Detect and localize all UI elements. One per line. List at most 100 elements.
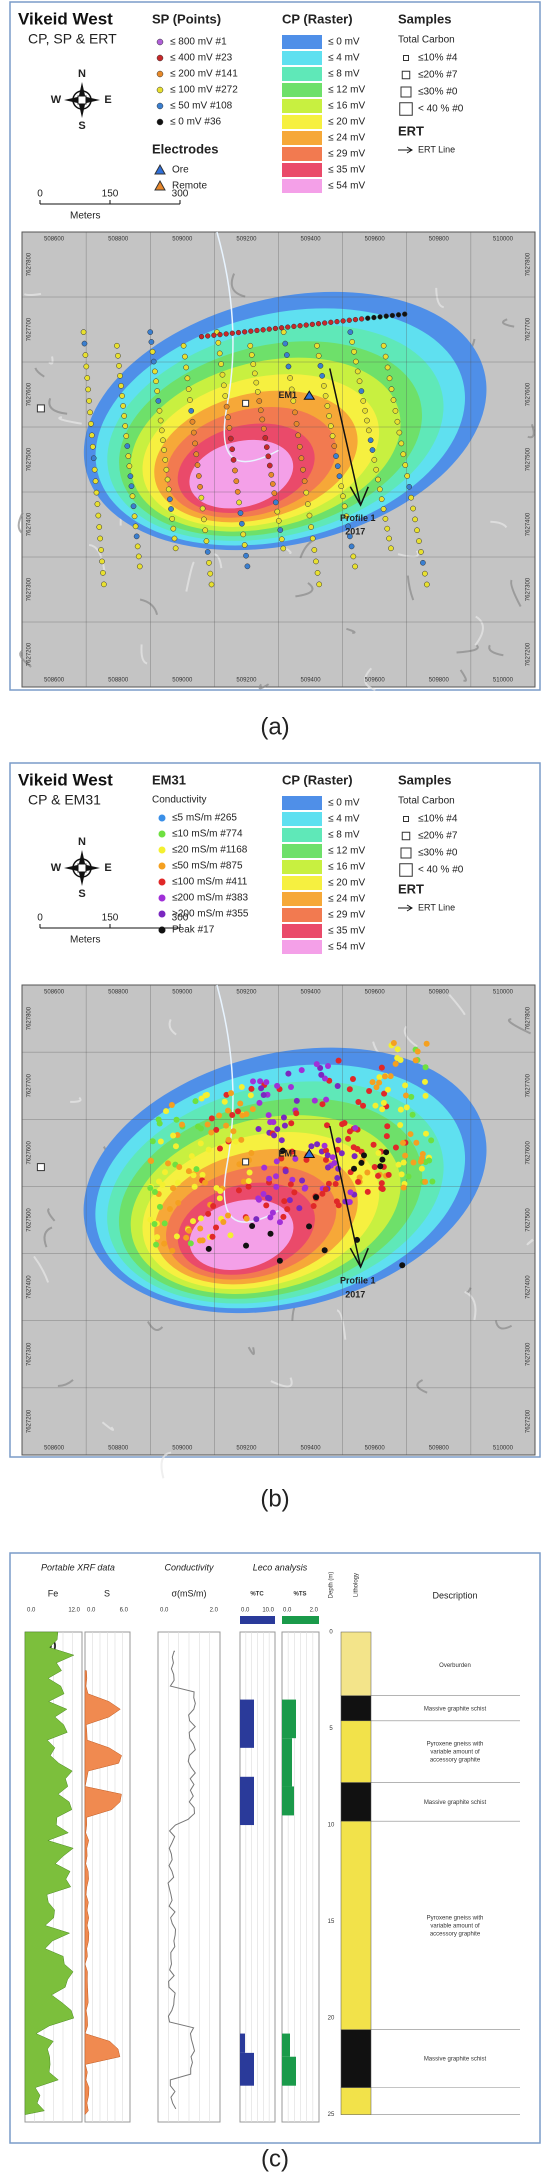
scale-label: 150 [102,189,119,200]
hillshade [48,356,54,365]
em-point [190,1172,197,1179]
sp-point [205,333,211,339]
sp-point [235,329,242,336]
sp-point [257,407,264,414]
legend-label: < 40 % #0 [418,865,464,876]
em-point [220,1219,227,1226]
map-x-label: 509400 [301,678,322,684]
hillshade [364,667,376,691]
sp-point [225,414,231,421]
sp-point [356,378,363,385]
em-point [178,1121,185,1128]
sp-point [354,368,361,375]
sp-point [121,413,128,419]
em-point [216,1112,223,1119]
sp-point [386,375,393,382]
sp-point [287,375,293,381]
em-point [156,1203,163,1210]
sp-point [98,547,104,553]
em-point [248,1085,255,1092]
em-point [311,1097,318,1104]
column-heading: Description [432,1590,477,1600]
legend-label: ≤ 35 mV [328,165,365,176]
sp-point [183,364,189,371]
em-point [379,1106,386,1113]
sp-point [82,352,89,358]
em-point [236,1161,243,1168]
track-key [282,1616,319,1624]
sp-point [114,342,120,349]
sp-point [161,447,167,453]
sp-point [124,443,131,449]
sp-point [280,545,287,552]
compass-letter: W [51,862,62,874]
em-point [154,1234,161,1241]
em-point [380,1099,387,1106]
em-point [346,1199,353,1206]
em-point [165,1160,172,1167]
sp-point [343,513,350,520]
hillshade [346,627,356,634]
sp-point [322,393,329,399]
ts-bar [282,1738,292,1787]
sp-point [147,329,154,335]
map-y-label: 7627400 [526,1275,532,1299]
legend-swatch [282,179,322,193]
em-point [429,1178,436,1185]
sp-point [311,547,318,553]
track-max: 2.0 [210,1608,219,1614]
legend-label: ≤ 16 mV [328,101,365,112]
title: Vikeid West [18,9,113,28]
map-x-label: 508800 [108,990,129,996]
sp-point [260,425,267,432]
em-point [333,1198,340,1205]
river [216,984,279,1223]
map-annotation: EM1 [279,1149,298,1159]
sp-point [241,542,248,548]
sp-point [92,478,99,485]
sp-point [300,466,306,473]
caption: (b) [260,1485,289,1512]
column-heading: Conductivity [164,1562,214,1572]
sp-point [336,473,343,480]
sp-point [149,348,156,355]
sp-point [314,570,321,576]
sp-point [259,416,266,423]
legend-label: ≤20 mS/m #1168 [172,845,248,856]
map-y-label: 7627600 [526,1141,532,1165]
sample-marker [242,399,250,407]
em-point [267,1119,274,1126]
em-point [228,1090,235,1097]
sample-symbol [401,70,411,80]
em-point [172,1143,179,1150]
em-point [334,1083,341,1090]
em-point [208,1129,215,1136]
sample-symbol [403,55,409,61]
em-point [286,1197,293,1204]
unit-description: Massive graphite schist [424,1706,487,1712]
sp-point [373,466,380,473]
sp-point [172,545,179,552]
unit-description: Overburden [439,1662,471,1668]
legend-label: ≤ 50 mV #108 [170,101,233,112]
sp-point [327,423,334,429]
em-point [378,1064,385,1071]
em-point [223,1122,230,1129]
map-y-label: 7627300 [526,577,532,601]
em-peak [306,1223,313,1230]
legend-symbol [154,179,166,191]
em-peak [243,1242,250,1249]
sp-point [203,538,210,544]
sp-point [282,340,289,347]
sp-point [157,417,164,424]
legend-label: ≤ 4 mV [328,814,360,825]
compass-center [77,863,87,873]
em-point [379,1186,386,1193]
sp-point [262,435,269,441]
hillshade [48,397,68,415]
em-point [281,1198,288,1205]
em-point [378,1180,385,1187]
em-point [175,1199,182,1206]
em-point [381,1073,388,1080]
sp-point [388,386,395,393]
